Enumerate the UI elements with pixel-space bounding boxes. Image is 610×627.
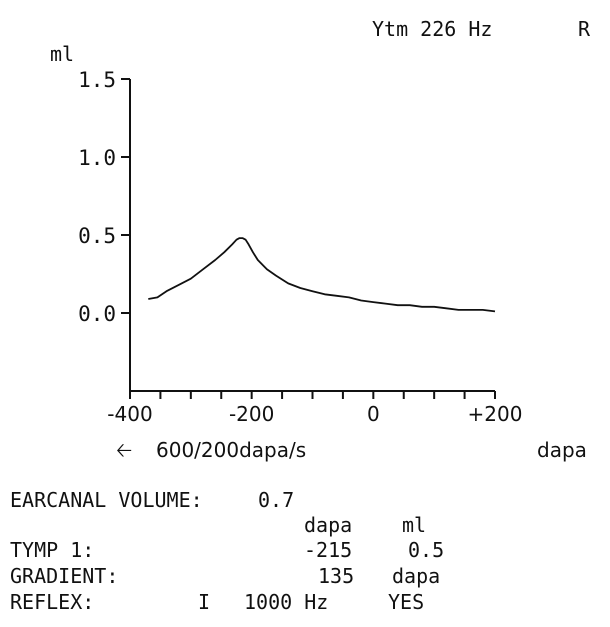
left-arrow-icon: 🡠	[116, 438, 133, 462]
volume-column-header: ml	[402, 513, 427, 537]
reflex-ear: I	[198, 590, 211, 614]
y-tick-label: 0.0	[78, 302, 116, 326]
y-tick-label: 1.5	[78, 68, 116, 92]
y-axis-label: ml	[50, 42, 75, 66]
x-tick-label: 0	[367, 402, 380, 426]
y-tick-label: 0.5	[78, 224, 116, 248]
tymp-volume-value: 0.5	[408, 538, 445, 562]
ear-indicator: R	[578, 17, 591, 41]
compliance-curve	[148, 237, 496, 313]
reflex-frequency: 1000 Hz	[244, 590, 329, 614]
measurement-title: Ytm 226 Hz	[372, 17, 493, 41]
x-tick-label: +200	[468, 402, 523, 426]
gradient-value: 135	[318, 564, 355, 588]
x-axis-label: dapa	[537, 438, 587, 462]
x-tick-label: -400	[107, 402, 152, 426]
y-tick-label: 1.0	[78, 146, 116, 170]
pressure-column-header: dapa	[304, 513, 353, 537]
gradient-label: GRADIENT:	[10, 564, 119, 588]
earcanal-volume-label: EARCANAL VOLUME:	[10, 488, 203, 512]
sweep-rate-label: 600/200dapa/s	[156, 438, 307, 462]
reflex-label: REFLEX:	[10, 590, 95, 614]
x-tick-label: -200	[229, 402, 274, 426]
earcanal-volume-value: 0.7	[258, 488, 295, 512]
tymp-pressure-value: -215	[304, 538, 353, 562]
reflex-result: YES	[388, 590, 425, 614]
tymp-label: TYMP 1:	[10, 538, 95, 562]
gradient-unit: dapa	[392, 564, 441, 588]
